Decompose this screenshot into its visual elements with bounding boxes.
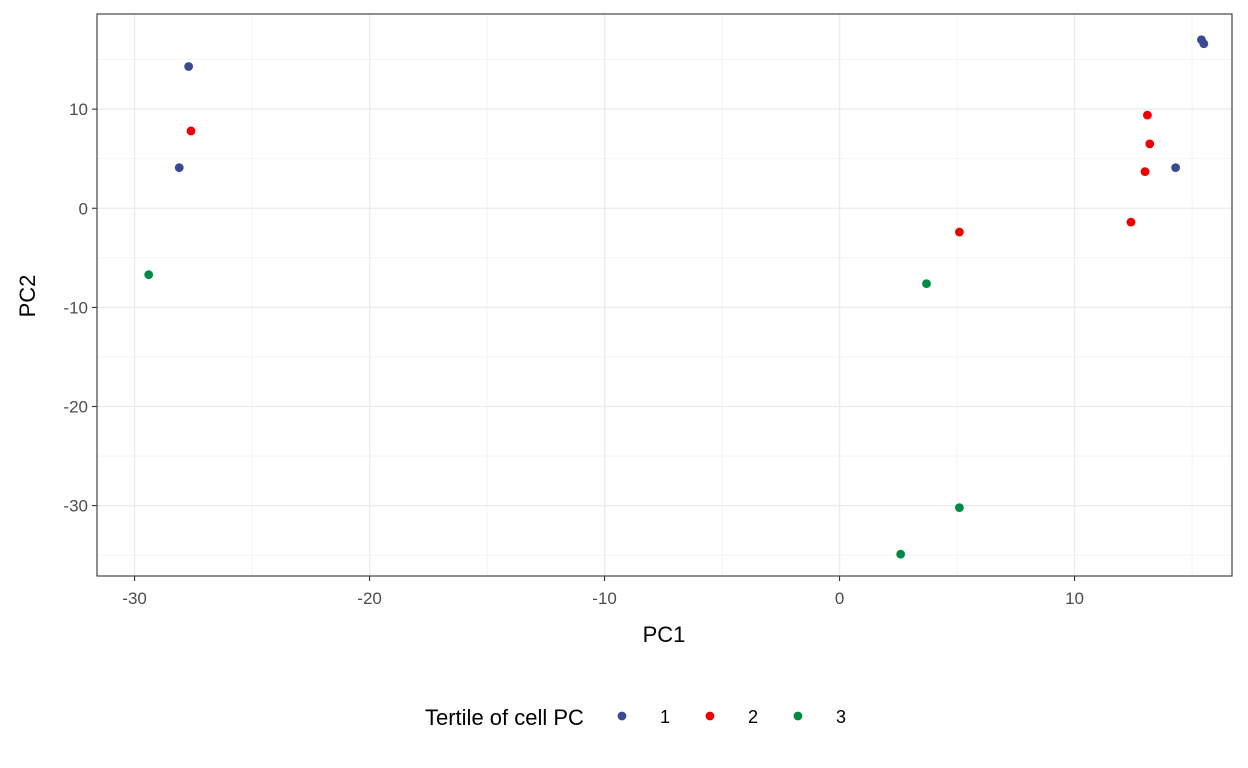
data-point-tertile-1 xyxy=(184,62,194,71)
legend: Tertile of cell PC 1 2 3 xyxy=(425,705,846,730)
data-point-tertile-2 xyxy=(1145,139,1155,149)
x-tick-label: -10 xyxy=(592,589,617,608)
data-point-tertile-2 xyxy=(186,126,196,136)
data-point-tertile-2 xyxy=(1143,110,1152,120)
y-axis: -30 -20 -10 0 10 xyxy=(63,100,97,516)
plot-background xyxy=(97,14,1232,576)
plot-border xyxy=(96,13,1233,577)
data-point-tertile-1 xyxy=(1199,39,1209,49)
data-point-tertile-2 xyxy=(1126,217,1136,227)
x-axis-title: PC1 xyxy=(643,622,686,647)
legend-label-tertile-3: 3 xyxy=(836,707,846,727)
x-tick-label: 0 xyxy=(835,589,844,608)
legend-title: Tertile of cell PC xyxy=(425,705,584,730)
legend-label-tertile-1: 1 xyxy=(660,707,670,727)
data-point-tertile-1 xyxy=(1171,163,1181,173)
x-tick-label: -30 xyxy=(122,589,147,608)
legend-key-tertile-2 xyxy=(705,711,715,721)
y-tick-label: -30 xyxy=(63,497,88,516)
data-point-tertile-3 xyxy=(144,270,154,280)
data-points xyxy=(144,35,1209,559)
legend-label-tertile-2: 2 xyxy=(748,707,758,727)
grid-major xyxy=(97,14,1232,576)
y-tick-label: -10 xyxy=(63,298,88,317)
data-point-tertile-3 xyxy=(896,549,906,559)
y-tick-label: -20 xyxy=(63,398,88,417)
data-point-tertile-3 xyxy=(922,279,931,289)
data-point-tertile-2 xyxy=(1140,167,1150,176)
data-point-tertile-1 xyxy=(174,163,184,173)
y-tick-label: 10 xyxy=(69,100,88,119)
y-axis-title: PC2 xyxy=(15,275,40,318)
data-point-tertile-2 xyxy=(955,227,964,237)
legend-key-tertile-3 xyxy=(793,711,803,721)
x-tick-label: 10 xyxy=(1065,589,1084,608)
x-tick-label: -20 xyxy=(357,589,382,608)
grid-minor xyxy=(97,14,1232,576)
data-point-tertile-3 xyxy=(955,503,964,513)
x-axis: -30 -20 -10 0 10 xyxy=(122,576,1084,608)
legend-key-tertile-1 xyxy=(617,711,627,721)
y-tick-label: 0 xyxy=(79,199,88,218)
